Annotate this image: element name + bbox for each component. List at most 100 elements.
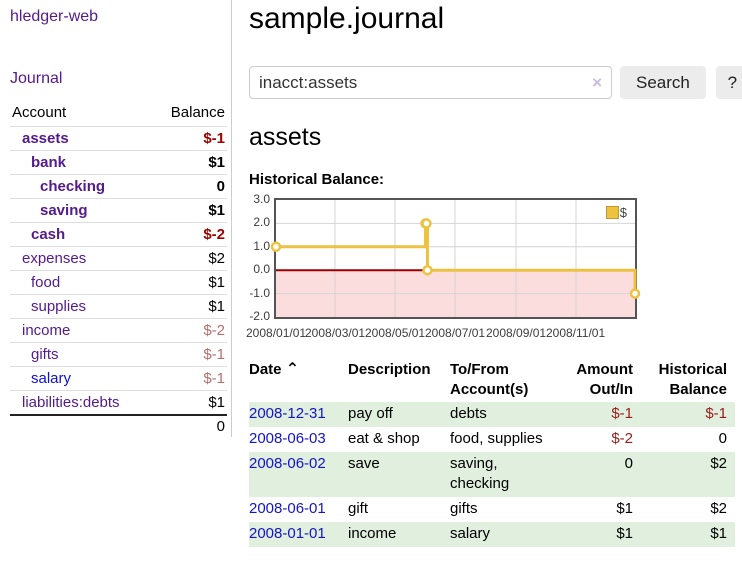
search-button[interactable]: Search <box>620 66 706 99</box>
account-row: liabilities:debts $1 <box>10 391 227 416</box>
accounts-column-header: Account <box>10 102 152 127</box>
sidebar-account-link[interactable]: income <box>22 322 70 339</box>
account-row: cash $-2 <box>10 223 227 247</box>
total-spacer <box>10 415 152 437</box>
account-balance: $-1 <box>152 127 227 151</box>
legend-label: $ <box>620 205 627 220</box>
y-axis-tick-label: -1.0 <box>249 286 270 300</box>
account-row: food$1 <box>10 271 227 295</box>
account-name-cell: gifts <box>10 343 152 367</box>
transaction-accounts: gifts <box>450 497 562 522</box>
transaction-accounts: debts <box>450 402 562 427</box>
transaction-amount: $-1 <box>562 402 641 427</box>
sidebar-account-link[interactable]: bank <box>31 154 66 171</box>
y-axis-tick-label: 1.0 <box>249 239 270 253</box>
account-name-cell: income <box>10 319 152 343</box>
sidebar-account-link[interactable]: salary <box>31 370 71 387</box>
accounts-total-row: 0 <box>10 415 227 437</box>
transaction-row: 2008-01-01incomesalary$1$1 <box>249 522 735 547</box>
search-form: × Search ? <box>249 66 742 99</box>
x-axis-tick-label: 2008/01/01 <box>246 326 306 340</box>
sidebar-account-link[interactable]: food <box>31 274 60 291</box>
accounts-total-balance: 0 <box>152 415 227 437</box>
column-header-amount: Amount Out/In <box>562 358 641 402</box>
transaction-date-link[interactable]: 2008-06-01 <box>249 500 326 517</box>
transaction-amount: $1 <box>562 522 641 547</box>
sidebar-account-link[interactable]: cash <box>31 226 65 243</box>
transaction-historical-balance: $1 <box>641 522 735 547</box>
account-balance: $-1 <box>152 343 227 367</box>
main-content: sample.journal × Search ? assets Histori… <box>232 0 742 547</box>
transaction-row: 2008-06-03eat & shopfood, supplies$-20 <box>249 427 735 452</box>
clear-search-icon[interactable]: × <box>592 73 602 93</box>
sidebar-account-link[interactable]: assets <box>22 130 69 147</box>
transaction-row: 2008-06-02savesaving, checking0$2 <box>249 452 735 497</box>
y-axis-tick-label: -2.0 <box>249 309 270 323</box>
balance-column-header: Balance <box>152 102 227 127</box>
transaction-date-cell: 2008-12-31 <box>249 402 348 427</box>
account-row: expenses$2 <box>10 247 227 271</box>
date-header-label: Date <box>249 361 282 378</box>
accounts-header-row: Account Balance <box>10 102 227 127</box>
transaction-amount: 0 <box>562 452 641 497</box>
chart-legend: $ <box>606 205 627 220</box>
transaction-date-link[interactable]: 2008-06-02 <box>249 455 326 472</box>
transaction-date-cell: 2008-06-02 <box>249 452 348 497</box>
x-axis-tick-label: 2008/03/01 <box>305 326 365 340</box>
transaction-date-link[interactable]: 2008-12-31 <box>249 405 326 422</box>
account-balance: $-2 <box>152 223 227 247</box>
account-row: income $-2 <box>10 319 227 343</box>
legend-swatch-icon <box>606 206 619 219</box>
account-row: salary$-1 <box>10 367 227 391</box>
chart-heading: Historical Balance: <box>249 171 742 188</box>
transaction-date-link[interactable]: 2008-01-01 <box>249 525 326 542</box>
transaction-accounts: saving, checking <box>450 452 562 497</box>
transaction-date-cell: 2008-06-03 <box>249 427 348 452</box>
register-table: Date ⌃ Description To/From Account(s) Am… <box>249 358 735 547</box>
search-input[interactable] <box>250 67 611 98</box>
transaction-historical-balance: $2 <box>641 497 735 522</box>
account-balance: $1 <box>152 199 227 223</box>
chart-plot-area: $ <box>274 198 637 319</box>
column-header-historical: Historical Balance <box>641 358 735 402</box>
account-name-cell: cash <box>10 223 152 247</box>
y-axis-tick-label: 0.0 <box>249 262 270 276</box>
search-help-button[interactable]: ? <box>716 66 742 99</box>
transaction-date-link[interactable]: 2008-06-03 <box>249 430 326 447</box>
x-axis-tick-label: 2008/09/01 <box>486 326 546 340</box>
transaction-amount: $1 <box>562 497 641 522</box>
sidebar-item-journal[interactable]: Journal <box>10 70 231 88</box>
transaction-date-cell: 2008-06-01 <box>249 497 348 522</box>
page-title: sample.journal <box>249 2 742 36</box>
transaction-amount: $-2 <box>562 427 641 452</box>
register-header-row: Date ⌃ Description To/From Account(s) Am… <box>249 358 735 402</box>
account-row: supplies$1 <box>10 295 227 319</box>
sidebar-account-link[interactable]: supplies <box>31 298 86 315</box>
account-name-cell: liabilities:debts <box>10 391 152 416</box>
account-balance: 0 <box>152 175 227 199</box>
sidebar-account-link[interactable]: saving <box>40 202 88 219</box>
account-name-cell: checking <box>10 175 152 199</box>
search-box: × <box>249 66 612 99</box>
account-name-cell: food <box>10 271 152 295</box>
account-balance: $1 <box>152 391 227 416</box>
brand-link[interactable]: hledger-web <box>10 8 231 26</box>
column-header-description: Description <box>348 358 450 402</box>
transaction-date-cell: 2008-01-01 <box>249 522 348 547</box>
account-balance: $1 <box>152 151 227 175</box>
transaction-description: gift <box>348 497 450 522</box>
account-name-cell: supplies <box>10 295 152 319</box>
account-balance: $-2 <box>152 319 227 343</box>
account-name-cell: bank <box>10 151 152 175</box>
sidebar-account-link[interactable]: gifts <box>31 346 59 363</box>
account-name-cell: saving <box>10 199 152 223</box>
transaction-historical-balance: 0 <box>641 427 735 452</box>
sidebar-account-link[interactable]: liabilities:debts <box>22 394 120 411</box>
column-header-date[interactable]: Date ⌃ <box>249 358 348 402</box>
account-heading: assets <box>249 123 742 152</box>
sidebar-account-link[interactable]: expenses <box>22 250 86 267</box>
transaction-description: pay off <box>348 402 450 427</box>
account-name-cell: salary <box>10 367 152 391</box>
sort-ascending-icon: ⌃ <box>286 361 299 378</box>
sidebar-account-link[interactable]: checking <box>40 178 105 195</box>
